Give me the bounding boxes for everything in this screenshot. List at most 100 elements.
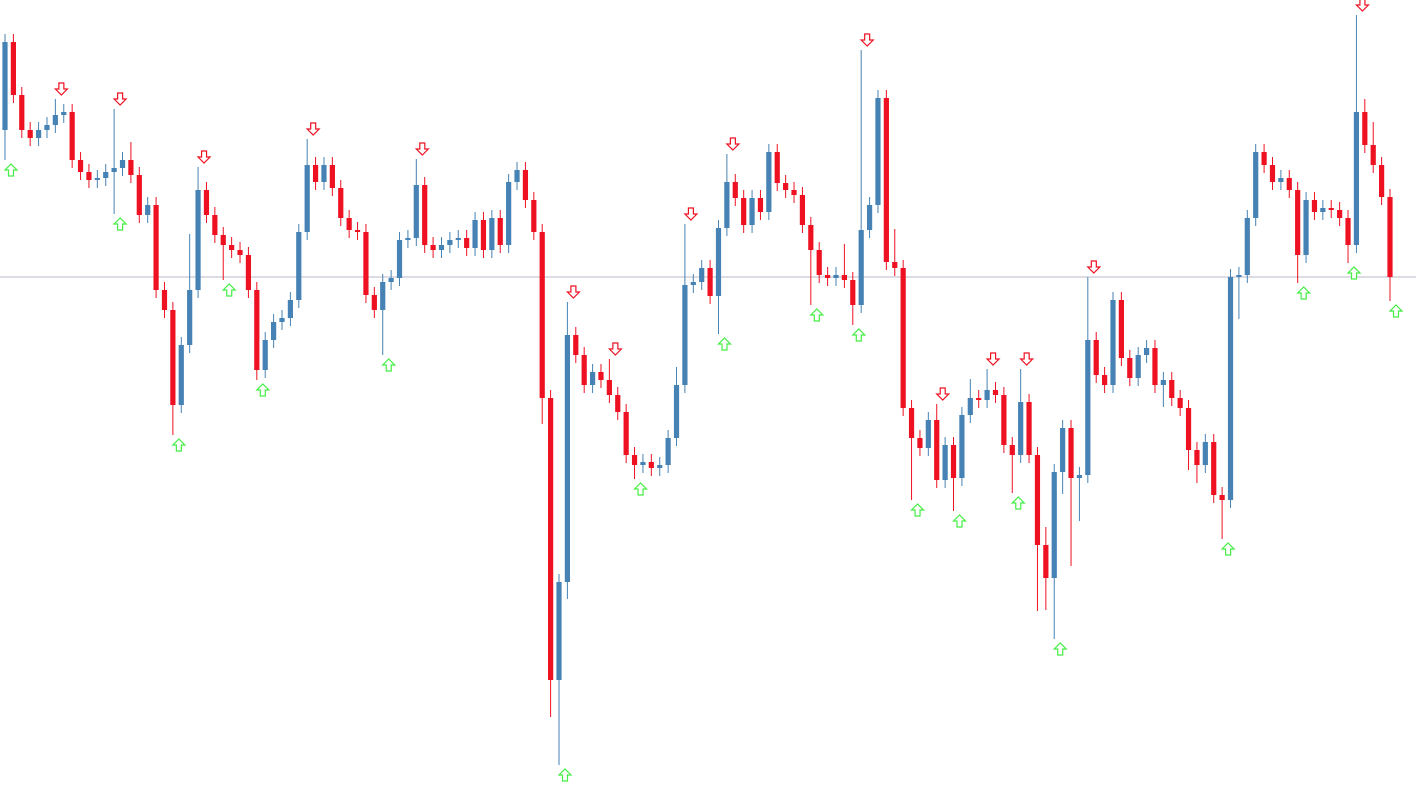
fractal-up-arrow: [255, 383, 271, 397]
candle-body: [539, 232, 545, 398]
candle-body: [405, 238, 411, 240]
candle-body: [1093, 340, 1099, 375]
candle-body: [833, 275, 839, 278]
candle-body: [724, 182, 730, 228]
candle-body: [354, 230, 361, 232]
candle-body: [1060, 428, 1066, 472]
fractal-up-arrow: [171, 438, 187, 452]
candle-body: [1253, 152, 1259, 218]
candle-body: [791, 190, 797, 195]
fractal-down-arrow: [607, 342, 623, 356]
fractal-down-arrow: [935, 387, 951, 401]
candle-body: [564, 335, 570, 582]
fractal-down-arrow: [305, 122, 321, 136]
candle-body: [1303, 200, 1309, 255]
candle-body: [380, 282, 386, 310]
fractal-down-arrow: [53, 82, 69, 96]
candle-body: [1244, 218, 1250, 275]
candle-body: [94, 178, 100, 180]
candle-body: [917, 438, 923, 448]
fractal-up-arrow: [557, 768, 573, 782]
candle-body: [883, 98, 889, 262]
candle-body: [279, 318, 285, 322]
candle-body: [229, 245, 235, 250]
fractal-down-arrow: [1086, 260, 1102, 274]
fractal-down-arrow: [725, 137, 741, 151]
candle-body: [119, 160, 126, 168]
candle-body: [1269, 165, 1276, 182]
candle-body: [1051, 472, 1057, 578]
candle-body: [262, 340, 268, 370]
fractal-up-arrow: [3, 163, 19, 177]
candle-body: [984, 390, 990, 400]
candle-body: [673, 385, 680, 438]
candle-body: [254, 290, 260, 370]
candle-body: [942, 445, 948, 480]
candle-body: [640, 462, 646, 465]
candle-body: [1194, 450, 1200, 465]
fractal-up-arrow: [809, 308, 825, 322]
candle-body: [455, 238, 461, 240]
candle-body: [589, 372, 596, 385]
candle-body: [1353, 112, 1360, 245]
candle-body: [1118, 300, 1124, 358]
candle-body: [1018, 402, 1024, 455]
fractal-down-arrow: [683, 207, 699, 221]
candle-body: [10, 42, 16, 95]
candle-body: [1227, 277, 1234, 500]
candle-body: [153, 205, 159, 290]
candle-body: [296, 232, 302, 300]
candle-body: [245, 255, 252, 290]
candle-body: [1236, 275, 1242, 277]
candle-body: [1085, 340, 1091, 475]
fractal-up-arrow: [221, 283, 237, 297]
candle-body: [1152, 348, 1158, 385]
candle-body: [1143, 348, 1150, 355]
candle-body: [757, 198, 764, 212]
candle-body: [497, 218, 503, 245]
candle-body: [396, 240, 403, 278]
fractal-up-arrow: [633, 482, 648, 496]
candle-body: [1110, 300, 1116, 385]
candle-body: [1261, 152, 1267, 165]
fractal-up-arrow: [910, 503, 925, 517]
candle-body: [598, 372, 604, 380]
candle-body: [1286, 178, 1292, 190]
candle-body: [992, 390, 999, 395]
candle-body: [111, 168, 117, 172]
candle-body: [799, 195, 806, 225]
fractal-up-arrow: [1296, 286, 1312, 300]
candle-body: [145, 205, 151, 215]
candle-body: [2, 42, 8, 130]
candle-body: [338, 188, 344, 218]
candle-body: [103, 172, 109, 178]
candle-body: [556, 582, 562, 680]
candle-body: [892, 262, 898, 268]
candle-body: [220, 235, 226, 245]
candle-body: [27, 130, 33, 138]
candle-body: [825, 275, 831, 278]
candle-body: [1202, 442, 1208, 465]
candle-body: [44, 125, 50, 130]
candle-body: [1320, 208, 1326, 212]
candle-body: [422, 185, 428, 245]
candle-body: [178, 345, 184, 405]
fractal-up-arrow: [717, 337, 732, 351]
candle-body: [480, 220, 487, 250]
candle-body: [858, 230, 864, 305]
candle-body: [52, 115, 58, 125]
candle-body: [1043, 545, 1049, 578]
candle-body: [1026, 402, 1032, 455]
fractal-down-arrow: [565, 285, 581, 299]
candle-body: [1387, 197, 1393, 277]
candle-body: [690, 282, 696, 285]
candle-body: [1127, 358, 1133, 378]
candle-body: [623, 412, 629, 455]
candle-body: [61, 112, 67, 115]
candle-body: [371, 295, 377, 310]
candle-body: [1160, 380, 1166, 385]
candle-body: [841, 275, 847, 280]
candle-body: [1362, 112, 1368, 145]
candle-body: [741, 198, 747, 225]
candle-body: [19, 95, 25, 130]
